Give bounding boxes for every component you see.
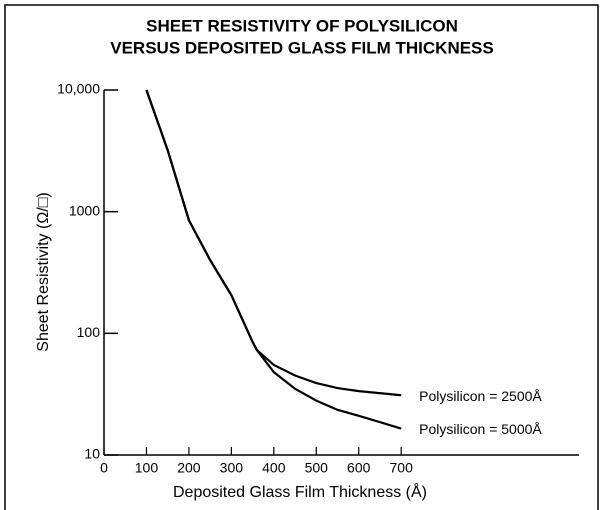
x-tick-label: 300 [220, 460, 244, 476]
series-line [145, 89, 402, 430]
series-line [145, 89, 402, 397]
x-tick-label: 500 [305, 460, 329, 476]
chart-title: SHEET RESISTIVITY OF POLYSILICON [146, 16, 458, 35]
frame [4, 4, 599, 510]
x-tick-label: 600 [347, 460, 371, 476]
series-label: Polysilicon = 5000Å [419, 421, 542, 437]
y-tick-label: 10,000 [57, 81, 100, 97]
y-tick-label: 100 [77, 324, 101, 340]
y-axis-label: Sheet Resistivity (Ω/□) [35, 192, 52, 351]
x-axis-label: Deposited Glass Film Thickness (Å) [173, 482, 427, 501]
x-tick-label: 100 [135, 460, 159, 476]
y-tick-label: 1000 [69, 202, 100, 218]
x-tick-label: 200 [177, 460, 201, 476]
x-tick-label: 700 [390, 460, 414, 476]
series-label: Polysilicon = 2500Å [419, 388, 542, 404]
x-tick-label: 400 [262, 460, 286, 476]
y-tick-label: 10 [84, 446, 100, 462]
x-tick-label: 0 [100, 460, 108, 476]
chart-title: VERSUS DEPOSITED GLASS FILM THICKNESS [110, 38, 494, 57]
